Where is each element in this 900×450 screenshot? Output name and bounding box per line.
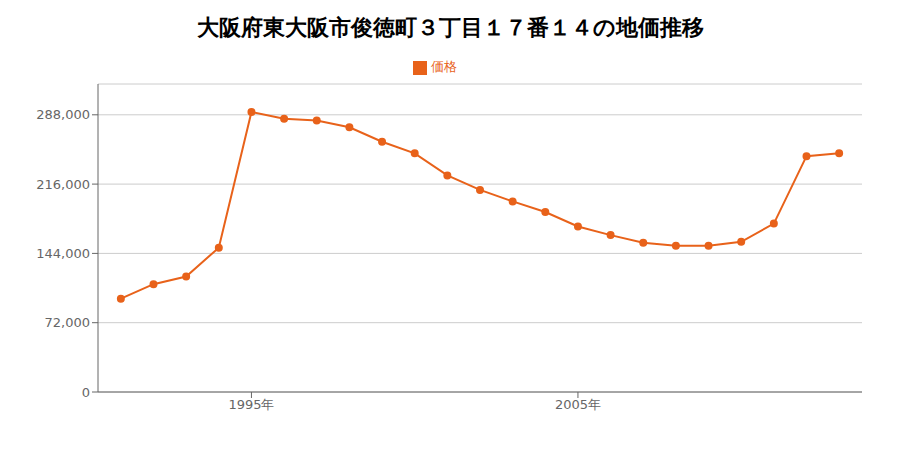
svg-text:288,000: 288,000 <box>36 107 90 122</box>
svg-text:0: 0 <box>82 385 90 400</box>
html-text:価格: 価格 <box>431 59 457 74</box>
svg-text:216,000: 216,000 <box>36 177 90 192</box>
html-text:大阪府東大阪市俊徳町３丁目１７番１４の地価推移: 大阪府東大阪市俊徳町３丁目１７番１４の地価推移 <box>196 15 704 40</box>
svg-text:1995年: 1995年 <box>228 397 274 412</box>
svg-text:72,000: 72,000 <box>45 315 91 330</box>
svg-text:2005年: 2005年 <box>555 397 601 412</box>
svg-text:144,000: 144,000 <box>36 246 90 261</box>
